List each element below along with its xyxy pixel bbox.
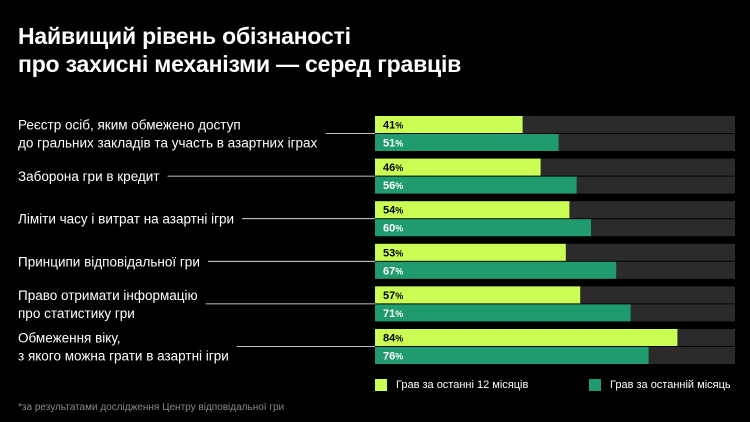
value-label-series-1: 84% <box>383 333 403 345</box>
value-label-series-1: 57% <box>383 290 403 302</box>
bar-series-1 <box>375 201 570 219</box>
value-label-series-2: 76% <box>383 351 403 363</box>
legend-label-series-2: Грав за останній місяць <box>610 379 731 391</box>
bar-series-1 <box>375 116 523 133</box>
value-label-series-1: 54% <box>383 205 403 217</box>
chart-title-line-1: Найвищий рівень обізнаності <box>18 23 351 49</box>
category-label: Заборона гри в кредит <box>18 169 160 184</box>
value-label-series-2: 56% <box>383 180 403 192</box>
category-label: Обмеження віку, з якого можна грати в аза… <box>18 331 229 364</box>
category-label: Ліміти часу і витрат на азартні ігри <box>18 212 234 227</box>
value-label-series-2: 51% <box>383 138 403 150</box>
legend-swatch-series-1 <box>375 379 387 391</box>
bar-series-1 <box>375 329 678 346</box>
value-label-series-2: 60% <box>383 223 403 235</box>
chart-title-line-2: про захисні механізми — серед гравців <box>18 51 462 77</box>
value-label-series-1: 46% <box>383 162 403 174</box>
value-label-series-1: 53% <box>383 247 403 259</box>
value-label-series-2: 71% <box>383 308 403 320</box>
value-label-series-2: 67% <box>383 265 403 277</box>
category-label: Реєстр осіб, яким обмежено доступ до грал… <box>18 118 318 151</box>
bar-series-2 <box>375 347 649 364</box>
value-label-series-1: 41% <box>383 120 403 132</box>
bar-series-2 <box>375 261 617 279</box>
bar-series-1 <box>375 158 541 176</box>
legend-label-series-1: Грав за останні 12 місяців <box>396 379 529 391</box>
category-label: Принципи відповідальної гри <box>18 254 200 269</box>
bar-series-2 <box>375 304 631 322</box>
chart-title: Найвищий рівень обізнаності про захисні … <box>18 22 461 78</box>
category-label: Право отримати інформацію про статистику … <box>18 288 198 321</box>
legend-item-series-2: Грав за останній місяць <box>589 379 731 391</box>
bar-series-2 <box>375 176 577 194</box>
legend-item-series-1: Грав за останні 12 місяців <box>375 379 528 391</box>
bar-series-1 <box>375 286 581 304</box>
bar-series-2 <box>375 134 559 151</box>
bar-series-2 <box>375 219 591 237</box>
legend-swatch-series-2 <box>589 379 601 391</box>
footnote: *за результатами дослідження Центру відп… <box>18 402 285 413</box>
bar-series-1 <box>375 243 566 261</box>
